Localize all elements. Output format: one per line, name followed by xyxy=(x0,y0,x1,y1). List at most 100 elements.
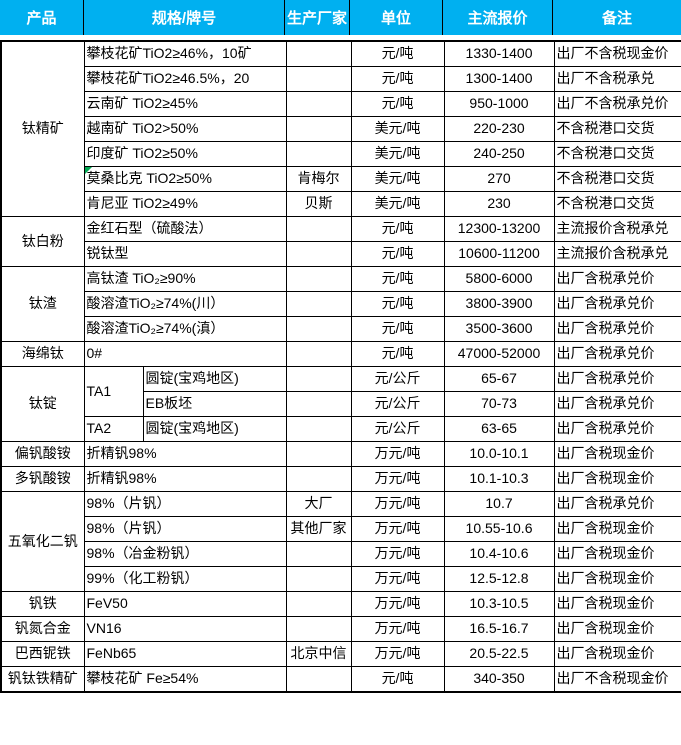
note-cell: 出厂含税承兑价 xyxy=(553,366,681,392)
product-cell: 钛锭 xyxy=(0,366,85,442)
spec-cell-text: 云南矿 TiO2≥45% xyxy=(86,95,198,112)
unit-cell: 元/吨 xyxy=(350,241,445,267)
note-cell: 出厂含税现金价 xyxy=(553,466,681,492)
manufacturer-cell xyxy=(285,316,352,342)
price-cell: 1300-1400 xyxy=(443,66,555,92)
table-row: 肯尼亚 TiO2≥49% 贝斯 美元/吨 230 不含税港口交货 xyxy=(1,191,681,217)
price-cell: 47000-52000 xyxy=(443,341,555,367)
price-cell: 240-250 xyxy=(443,141,555,167)
unit-cell: 元/吨 xyxy=(350,91,445,117)
spec-cell-text: 酸溶渣TiO₂≥74%(川） xyxy=(86,295,225,312)
unit-cell: 万元/吨 xyxy=(350,641,445,667)
note-cell: 出厂含税现金价 xyxy=(553,591,681,617)
unit-cell-text: 元/吨 xyxy=(381,95,414,112)
note-cell: 出厂含税承兑价 xyxy=(553,491,681,517)
manufacturer-cell xyxy=(285,266,352,292)
unit-cell-text: 美元/吨 xyxy=(374,145,421,162)
manufacturer-cell-text: 贝斯 xyxy=(304,195,333,212)
price-cell-text: 240-250 xyxy=(473,145,525,162)
price-cell-text: 950-1000 xyxy=(469,95,529,112)
spec-cell-text: FeNb65 xyxy=(86,645,137,662)
price-cell: 63-65 xyxy=(443,416,555,442)
note-cell: 出厂含税承兑价 xyxy=(553,266,681,292)
note-cell-text: 出厂不含税现金价 xyxy=(556,45,669,62)
spec-cell: 云南矿 TiO2≥45% xyxy=(83,91,287,117)
note-cell: 出厂含税承兑价 xyxy=(553,416,681,442)
spec-cell: 攀枝花矿TiO2≥46.5%，20 xyxy=(83,66,287,92)
table-row: 多钒酸铵 折精钒98% 万元/吨 10.1-10.3 出厂含税现金价 xyxy=(0,466,681,492)
unit-cell-text: 万元/吨 xyxy=(374,520,421,537)
spec-cell-text: 越南矿 TiO2>50% xyxy=(86,120,199,137)
unit-cell: 元/吨 xyxy=(350,341,445,367)
manufacturer-cell: 北京中信 xyxy=(285,641,352,667)
note-cell: 出厂含税承兑价 xyxy=(553,291,681,317)
spec-cell-text: VN16 xyxy=(86,620,122,637)
spec-cell-text: 攀枝花矿 Fe≥54% xyxy=(86,670,199,687)
spec-cell: 锐钛型 xyxy=(83,241,287,267)
header-manufacturer: 生产厂家 xyxy=(285,0,350,35)
price-cell: 220-230 xyxy=(443,116,555,142)
spec-cell-text: 锐钛型 xyxy=(86,245,129,262)
price-cell: 10.0-10.1 xyxy=(443,441,555,467)
unit-cell: 元/吨 xyxy=(350,216,445,242)
spec-cell: 高钛渣 TiO₂≥90% xyxy=(83,266,287,292)
header-product: 产品 xyxy=(0,0,84,35)
note-cell-text: 出厂不含税现金价 xyxy=(556,670,669,687)
spec-cell: 圆锭(宝鸡地区) xyxy=(142,416,287,442)
spec-cell: 98%（片钒） xyxy=(83,491,287,517)
unit-cell-text: 元/公斤 xyxy=(374,370,421,387)
note-cell: 出厂含税现金价 xyxy=(553,641,681,667)
manufacturer-cell xyxy=(285,566,352,592)
unit-cell: 万元/吨 xyxy=(350,616,445,642)
note-cell: 出厂含税现金价 xyxy=(553,616,681,642)
spec-cell-text: 98%（冶金粉钒） xyxy=(86,545,199,562)
note-cell-text: 出厂含税现金价 xyxy=(556,520,655,537)
manufacturer-cell xyxy=(285,341,352,367)
price-cell: 10.55-10.6 xyxy=(443,516,555,542)
manufacturer-cell xyxy=(285,441,352,467)
product-cell: 五氧化二钒 xyxy=(0,491,85,592)
price-cell-text: 1300-1400 xyxy=(465,70,533,87)
unit-cell-text: 万元/吨 xyxy=(374,545,421,562)
spec-cell: 酸溶渣TiO₂≥74%(滇） xyxy=(83,316,287,342)
price-cell-text: 1330-1400 xyxy=(465,45,533,62)
table-row: 钛精矿 攀枝花矿TiO2≥46%，10矿 元/吨 1330-1400 出厂不含税现金价 xyxy=(0,40,681,217)
unit-cell-text: 万元/吨 xyxy=(374,470,421,487)
unit-cell-text: 万元/吨 xyxy=(374,445,421,462)
product-cell: 海绵钛 xyxy=(0,341,85,367)
price-cell: 3800-3900 xyxy=(443,291,555,317)
note-cell-text: 出厂含税承兑价 xyxy=(556,370,655,387)
price-cell-text: 20.5-22.5 xyxy=(469,645,529,662)
price-cell-text: 10.7 xyxy=(485,495,513,512)
spec-cell: VN16 xyxy=(83,616,287,642)
header-price: 主流报价 xyxy=(443,0,553,35)
price-cell-text: 270 xyxy=(487,170,511,187)
price-cell-text: 3800-3900 xyxy=(465,295,533,312)
product-cell-text: 巴西铌铁 xyxy=(14,645,71,662)
product-cell-text: 钒钛铁精矿 xyxy=(7,670,78,687)
price-cell: 950-1000 xyxy=(443,91,555,117)
product-cell: 巴西铌铁 xyxy=(0,641,85,667)
spec-cell-text: 高钛渣 TiO₂≥90% xyxy=(86,270,196,287)
price-cell-text: 63-65 xyxy=(481,420,517,437)
spec-cell-text: 98%（片钒） xyxy=(86,520,171,537)
note-cell: 出厂含税现金价 xyxy=(553,516,681,542)
product-cell: 钒氮合金 xyxy=(0,616,85,642)
unit-cell-text: 元/公斤 xyxy=(374,395,421,412)
spec-cell: 99%（化工粉钒） xyxy=(83,566,287,592)
spec-cell-text: 折精钒98% xyxy=(86,445,157,462)
note-cell: 主流报价含税承兑 xyxy=(553,216,681,242)
price-cell: 16.5-16.7 xyxy=(443,616,555,642)
spec-cell-text: 莫桑比克 TiO2≥50% xyxy=(86,170,212,187)
note-cell-text: 出厂含税承兑价 xyxy=(556,495,655,512)
note-cell: 出厂含税现金价 xyxy=(553,541,681,567)
manufacturer-cell: 肯梅尔 xyxy=(285,166,352,192)
manufacturer-cell-text: 肯梅尔 xyxy=(297,170,340,187)
table-row: 钛渣 高钛渣 TiO₂≥90% 元/吨 5800-6000 出厂含税承兑价 xyxy=(0,266,681,342)
note-cell-text: 出厂不含税承兑 xyxy=(556,70,655,87)
note-cell-text: 不含税港口交货 xyxy=(556,120,655,137)
price-cell: 70-73 xyxy=(443,391,555,417)
price-cell: 10600-11200 xyxy=(443,241,555,267)
note-cell: 不含税港口交货 xyxy=(553,166,681,192)
spec-cell-text: 98%（片钒） xyxy=(86,495,171,512)
